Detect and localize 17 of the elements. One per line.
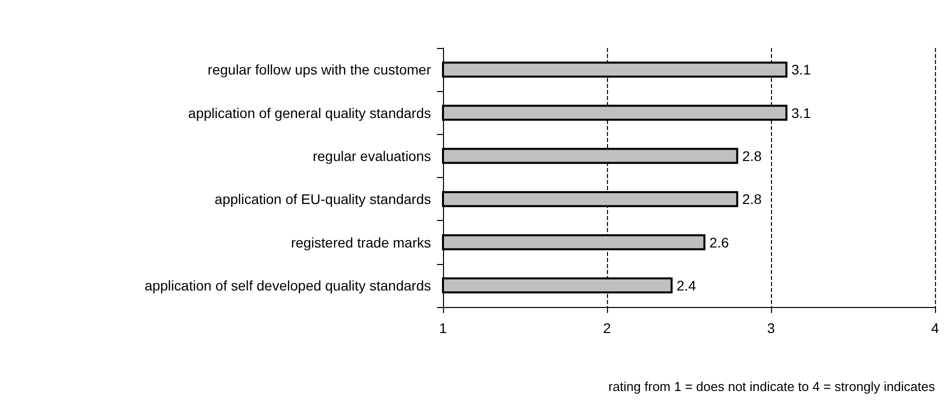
x-axis-title: rating from 1 = does not indicate to 4 = strongly indicates bbox=[608, 379, 936, 394]
data-label: 2.8 bbox=[742, 191, 762, 208]
y-tick-label: application of self developed quality standards bbox=[144, 277, 431, 294]
data-label: 2.8 bbox=[742, 148, 762, 164]
x-tick-label: 4 bbox=[931, 320, 940, 336]
y-tick-label: regular follow ups with the customer bbox=[208, 62, 432, 78]
data-label: 2.4 bbox=[676, 277, 696, 294]
x-tick-label: 3 bbox=[767, 320, 776, 336]
data-label: 2.6 bbox=[709, 234, 730, 250]
x-tick-label: 1 bbox=[439, 320, 448, 336]
y-tick-label: application of general quality standards bbox=[188, 104, 431, 121]
data-label: 3.1 bbox=[791, 62, 812, 78]
y-tick-label: regular evaluations bbox=[312, 148, 431, 164]
y-tick-label: application of EU-quality standards bbox=[214, 191, 431, 208]
x-tick-label: 2 bbox=[603, 320, 612, 336]
data-label: 3.1 bbox=[791, 104, 812, 121]
y-tick-label: registered trade marks bbox=[290, 234, 431, 250]
